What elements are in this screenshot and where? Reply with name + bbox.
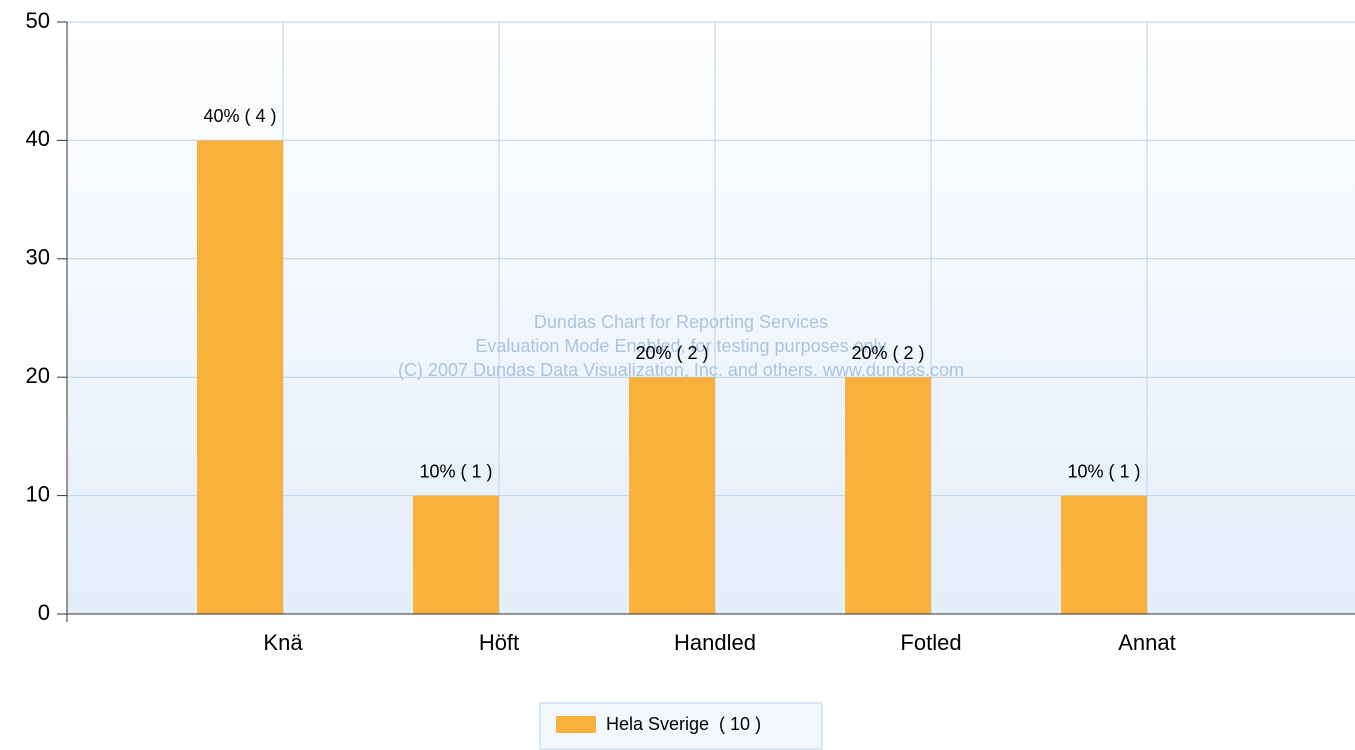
y-tick-label: 0: [38, 600, 50, 625]
data-label: 10% ( 1 ): [1067, 461, 1140, 481]
legend-label: Hela Sverige ( 10 ): [606, 714, 761, 734]
bar: [413, 495, 499, 614]
watermark: Dundas Chart for Reporting Services: [534, 312, 828, 332]
bar: [845, 377, 931, 614]
data-label: 10% ( 1 ): [419, 461, 492, 481]
watermark: Evaluation Mode Enabled, for testing pur…: [475, 336, 886, 356]
y-tick-label: 40: [26, 126, 50, 151]
x-tick-label: Höft: [479, 630, 519, 655]
watermark: (C) 2007 Dundas Data Visualization, Inc.…: [398, 360, 964, 380]
data-label: 20% ( 2 ): [635, 343, 708, 363]
bar: [1061, 495, 1147, 614]
legend-swatch: [556, 716, 596, 733]
y-tick-label: 30: [26, 245, 50, 270]
data-label: 40% ( 4 ): [203, 106, 276, 126]
bar: [197, 140, 283, 614]
y-tick-label: 20: [26, 363, 50, 388]
bar: [629, 377, 715, 614]
y-tick-label: 10: [26, 481, 50, 506]
x-tick-label: Fotled: [900, 630, 961, 655]
x-tick-label: Knä: [263, 630, 303, 655]
x-tick-label: Annat: [1118, 630, 1176, 655]
data-label: 20% ( 2 ): [851, 343, 924, 363]
y-tick-label: 50: [26, 8, 50, 33]
x-tick-label: Handled: [674, 630, 756, 655]
